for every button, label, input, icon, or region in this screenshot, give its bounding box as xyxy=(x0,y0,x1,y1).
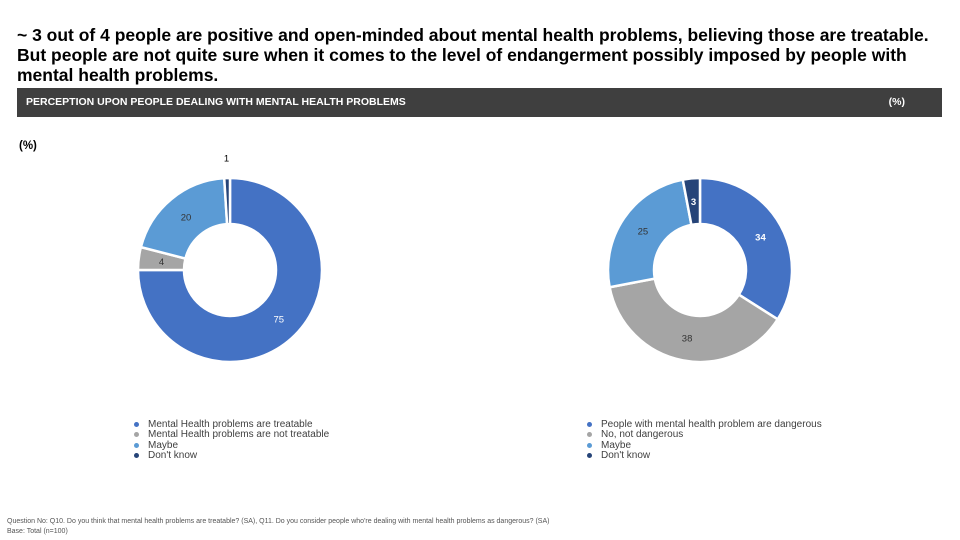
donut-slice-1 xyxy=(608,277,780,364)
donut-slice-3 xyxy=(222,176,232,226)
legend-label: Don't know xyxy=(148,450,198,462)
headline: ~ 3 out of 4 people are positive and ope… xyxy=(17,25,929,85)
legend-label: Mental Health problems are not treatable xyxy=(148,429,330,441)
legend-item: Maybe xyxy=(587,440,822,451)
donut-slice-3 xyxy=(681,176,702,227)
legend-item: Don't know xyxy=(134,450,329,462)
legend-label: People with mental health problem are da… xyxy=(601,418,822,430)
data-label-2: 20 xyxy=(181,212,192,223)
legend-item: Mental Health problems are not treatable xyxy=(134,429,330,441)
footnote-question: Question No: Q10. Do you think that ment… xyxy=(7,518,550,525)
legend-marker-icon xyxy=(587,421,592,427)
legend-label: Don't know xyxy=(601,450,651,462)
legend-item: No, not dangerous xyxy=(587,429,822,441)
legend-label: Maybe xyxy=(148,439,179,451)
dangerous-donut-chart: 34 38 25 3 xyxy=(606,176,794,364)
legend-marker-icon xyxy=(134,453,139,459)
legend-marker-icon xyxy=(134,442,139,448)
legend-item: Don't know xyxy=(587,450,822,462)
data-label-1: 38 xyxy=(682,333,693,344)
data-label-0: 75 xyxy=(274,314,285,325)
legend-label: No, not dangerous xyxy=(601,429,684,441)
section-header-bar: PERCEPTION UPON PEOPLE DEALING WITH MENT… xyxy=(17,88,942,117)
dangerous-legend: People with mental health problem are da… xyxy=(587,419,822,461)
donut-slice-2 xyxy=(606,178,693,289)
legend-label: Maybe xyxy=(601,439,632,451)
section-title: PERCEPTION UPON PEOPLE DEALING WITH MENT… xyxy=(26,96,406,108)
data-label-2: 25 xyxy=(638,227,649,238)
data-label-0: 34 xyxy=(755,232,766,243)
legend-marker-icon xyxy=(587,453,592,459)
legend-label: Mental Health problems are treatable xyxy=(148,418,313,430)
footnote-base: Base: Total (n=100) xyxy=(7,528,68,535)
treatable-donut-chart: 75 4 20 1 xyxy=(136,154,324,364)
footnote: Question No: Q10. Do you think that ment… xyxy=(7,517,549,537)
section-unit: (%) xyxy=(888,96,905,108)
legend-item: Maybe xyxy=(134,440,329,451)
percent-unit-label: (%) xyxy=(19,140,37,152)
legend-marker-icon xyxy=(587,432,592,438)
data-label-3: 3 xyxy=(691,197,696,208)
donut-slice-0 xyxy=(698,176,794,322)
data-label-1: 4 xyxy=(159,257,164,268)
legend-marker-icon xyxy=(134,432,139,438)
legend-marker-icon xyxy=(587,442,592,448)
legend-item: Mental Health problems are treatable xyxy=(134,419,329,430)
data-label-3: 1 xyxy=(224,154,229,165)
legend-marker-icon xyxy=(134,421,139,427)
donut-slice-0 xyxy=(136,176,324,364)
legend-item: People with mental health problem are da… xyxy=(587,419,822,430)
treatable-legend: Mental Health problems are treatable Men… xyxy=(134,419,329,461)
